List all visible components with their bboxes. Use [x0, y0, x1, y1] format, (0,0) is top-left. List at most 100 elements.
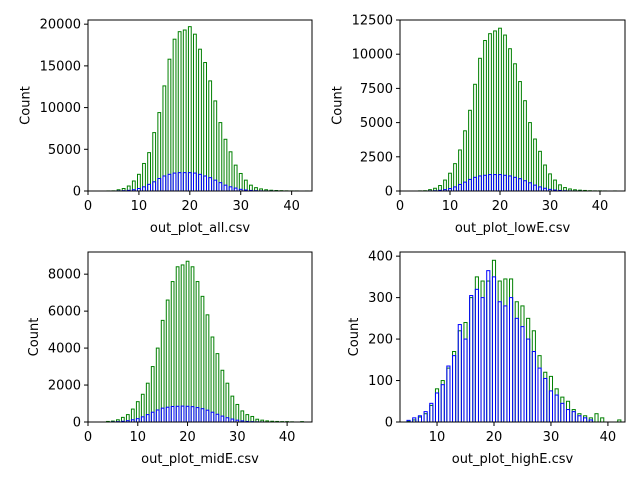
bar-total: [243, 179, 248, 191]
bar-total: [508, 48, 512, 191]
bar-total: [528, 122, 532, 191]
bar-subset: [198, 173, 202, 191]
bar-subset: [469, 295, 474, 422]
bar-total: [195, 281, 200, 422]
x-tick-label: 30: [543, 430, 560, 445]
x-tick-label: 20: [179, 430, 196, 445]
bar-total: [220, 369, 225, 422]
bar-total: [488, 33, 492, 191]
bar-total: [120, 416, 125, 422]
bar-subset: [190, 406, 195, 422]
bar-subset: [412, 417, 417, 422]
bar-subset: [230, 418, 235, 422]
bar-subset: [537, 367, 542, 422]
bar-total: [563, 187, 567, 191]
y-tick-label: 2000: [48, 379, 81, 394]
bar-total: [147, 152, 151, 191]
bar-total: [180, 264, 185, 422]
bar-total: [155, 347, 160, 422]
axes-frame: [87, 251, 313, 423]
bar-subset: [423, 411, 428, 422]
x-axis-label: out_plot_midE.csv: [141, 452, 259, 467]
bar-subset: [200, 408, 205, 422]
x-tick-label: 40: [592, 199, 609, 214]
y-tick-label: 200: [368, 333, 393, 348]
x-tick-label: 10: [442, 199, 459, 214]
x-tick-label: 20: [182, 199, 199, 214]
bar-total: [137, 173, 141, 191]
bar-subset: [497, 301, 502, 422]
bar-subset: [165, 406, 170, 422]
bar-subset: [142, 186, 146, 191]
bar-total: [218, 122, 223, 191]
y-tick-label: 0: [73, 185, 81, 200]
x-tick-label: 0: [84, 199, 92, 214]
bar-total: [135, 401, 140, 422]
bar-subset: [526, 338, 531, 422]
y-tick-label: 5000: [360, 116, 393, 131]
bar-total: [182, 29, 187, 191]
axes-frame: [399, 19, 626, 192]
bar-total: [573, 189, 577, 191]
bar-subset: [131, 189, 136, 191]
x-tick-label: 30: [229, 430, 246, 445]
bar-total: [255, 418, 260, 422]
bar-total: [254, 187, 258, 191]
bar-subset: [157, 177, 162, 191]
y-tick-label: 300: [368, 291, 393, 306]
bar-total: [264, 189, 269, 191]
bar-subset: [160, 407, 165, 422]
bar-subset: [240, 420, 245, 422]
y-axis-label: Count: [331, 86, 346, 125]
bars: [106, 26, 309, 191]
bar-subset: [205, 409, 210, 422]
bar-total: [162, 85, 167, 191]
bar-total: [131, 180, 136, 191]
bar-total: [513, 63, 517, 191]
bar-total: [198, 48, 202, 191]
bar-subset: [514, 317, 519, 422]
bar-subset: [518, 178, 522, 191]
bar-total: [458, 149, 462, 191]
bar-total: [213, 100, 218, 191]
bar-total: [215, 353, 220, 422]
bar-subset: [571, 411, 576, 422]
x-tick-label: 10: [130, 430, 147, 445]
bar-total: [208, 80, 213, 191]
bar-total: [175, 266, 180, 422]
y-tick-label: 0: [385, 185, 393, 200]
bar-total: [533, 138, 537, 191]
bar-subset: [175, 405, 180, 422]
bar-subset: [152, 181, 157, 191]
bar-total: [167, 58, 172, 191]
y-tick-label: 15000: [40, 59, 81, 74]
bar-subset: [223, 184, 228, 191]
subplot-3: 0 10 20 30 40 0 2000 4000 6000 8000 out_plot_midE.…: [27, 251, 313, 467]
bar-subset: [491, 276, 497, 422]
bar-subset: [503, 174, 507, 191]
bar-total: [150, 366, 155, 422]
y-tick-label: 0: [73, 416, 81, 431]
x-tick-label: 40: [600, 430, 617, 445]
subplot-4: 10 20 30 400100200300400out_plot_highE.csvC…: [347, 250, 626, 467]
bar-total: [523, 100, 527, 191]
x-tick-label: 0: [84, 430, 92, 445]
bar-total: [453, 163, 457, 191]
bar-subset: [137, 188, 141, 191]
x-tick-label: 20: [492, 199, 509, 214]
bar-subset: [213, 179, 218, 191]
bar-subset: [452, 355, 457, 422]
bar-subset: [474, 288, 479, 422]
y-axis-label: Count: [19, 86, 34, 125]
y-tick-label: 0: [385, 416, 393, 431]
bar-total: [428, 189, 432, 191]
y-tick-label: 8000: [48, 268, 81, 283]
x-axis-label: out_plot_all.csv: [150, 221, 250, 236]
bar-subset: [463, 338, 468, 422]
bars: [106, 260, 304, 422]
x-tick-label: 40: [283, 199, 300, 214]
y-tick-label: 400: [368, 250, 393, 265]
bar-total: [126, 185, 131, 191]
bar-subset: [233, 187, 238, 191]
